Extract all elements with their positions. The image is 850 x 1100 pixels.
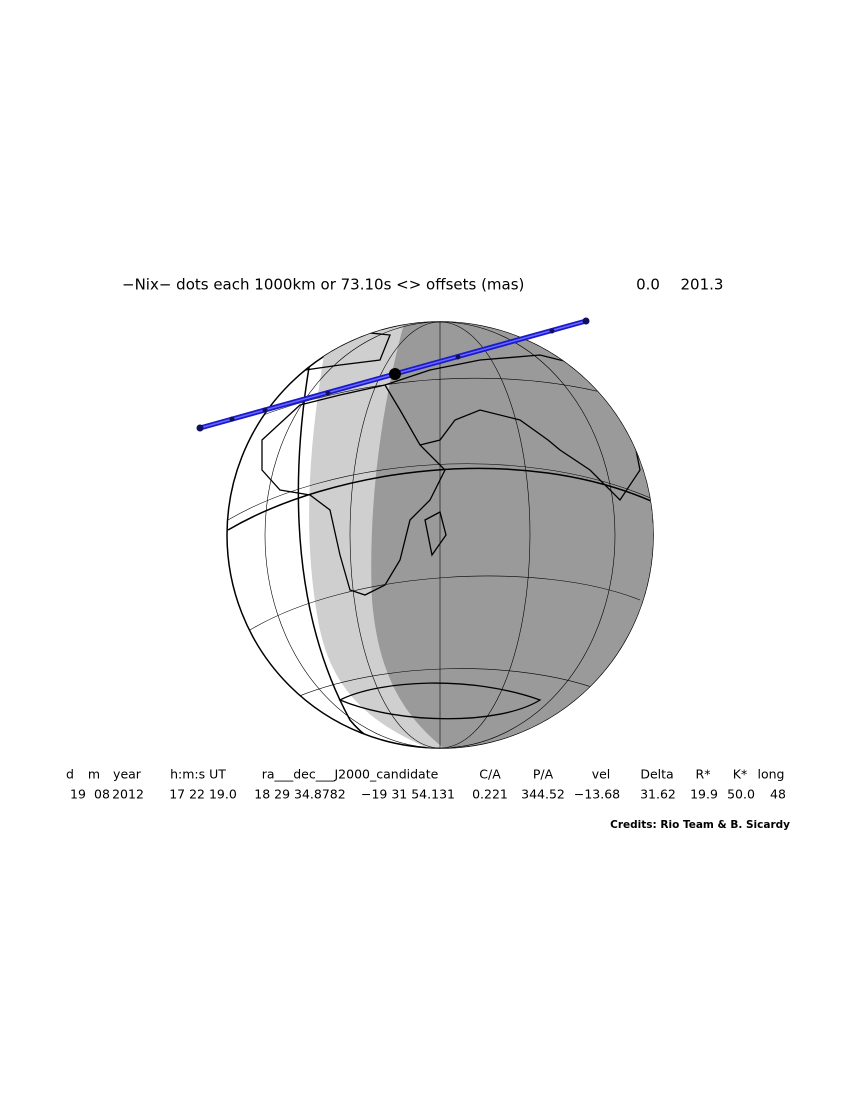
column-header: P/A [533,767,554,782]
column-header: long [758,767,785,782]
occultation-path [196,317,590,432]
column-header: d [66,767,74,782]
column-header: ra___dec___J2000_candidate [262,767,439,782]
cell: 08 [94,787,110,802]
credits: Credits: Rio Team & B. Sicardy [610,819,790,831]
cell: −13.68 [574,787,620,802]
column-header: K* [733,767,747,782]
table-header: d m year h:m:s UT ra___dec___J2000_candi… [66,767,784,782]
column-header: C/A [479,767,501,782]
cell: 19 [70,787,86,802]
title: −Nix− dots each 1000km or 73.10s <> offs… [122,276,524,294]
table-row: 19 08 2012 17 22 19.0 18 29 34.8782 −19 … [70,787,786,802]
globe [226,321,654,749]
offset-dec: 201.3 [681,276,724,294]
cell: 344.52 [521,787,565,802]
cell: 17 22 19.0 [169,787,237,802]
cell: 18 29 34.8782 [254,787,345,802]
cell: 19.9 [690,787,718,802]
cell: 2012 [112,787,144,802]
cell: 31.62 [640,787,676,802]
cell: 50.0 [727,787,755,802]
column-header: Delta [640,767,673,782]
column-header: h:m:s UT [170,767,226,782]
offset-ra: 0.0 [636,276,660,294]
cell: −19 31 54.131 [361,787,455,802]
column-header: year [113,767,142,782]
column-header: vel [592,767,611,782]
column-header: R* [696,767,711,782]
cell: 48 [770,787,786,802]
column-header: m [88,767,100,782]
cell: 0.221 [472,787,508,802]
